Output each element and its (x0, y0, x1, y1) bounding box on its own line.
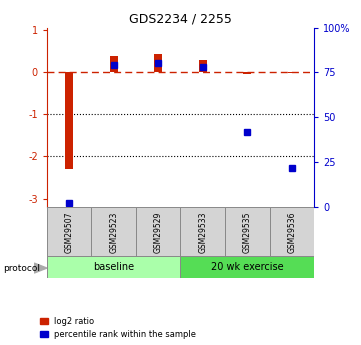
Bar (243, 72, 251, 74)
Bar (154, 54, 162, 72)
Title: GDS2234 / 2255: GDS2234 / 2255 (129, 12, 232, 25)
Bar (225, 207, 270, 257)
Text: GSM29536: GSM29536 (287, 211, 296, 253)
Text: 20 wk exercise: 20 wk exercise (211, 262, 284, 272)
Bar (47, 207, 91, 257)
Bar (288, 72, 296, 73)
Text: baseline: baseline (93, 262, 134, 272)
Text: GSM29535: GSM29535 (243, 211, 252, 253)
Bar (199, 60, 207, 72)
Bar (270, 207, 314, 257)
Bar (180, 207, 225, 257)
Bar (65, 72, 73, 169)
Bar (47, 256, 180, 278)
Polygon shape (34, 263, 47, 273)
Bar (110, 56, 118, 72)
Bar (136, 207, 180, 257)
Text: GSM29533: GSM29533 (198, 211, 207, 253)
Text: protocol: protocol (4, 264, 40, 273)
Text: GSM29507: GSM29507 (65, 211, 74, 253)
Text: GSM29529: GSM29529 (154, 211, 163, 253)
Bar (180, 256, 314, 278)
Legend: log2 ratio, percentile rank within the sample: log2 ratio, percentile rank within the s… (40, 317, 196, 339)
Bar (91, 207, 136, 257)
Text: GSM29523: GSM29523 (109, 211, 118, 253)
